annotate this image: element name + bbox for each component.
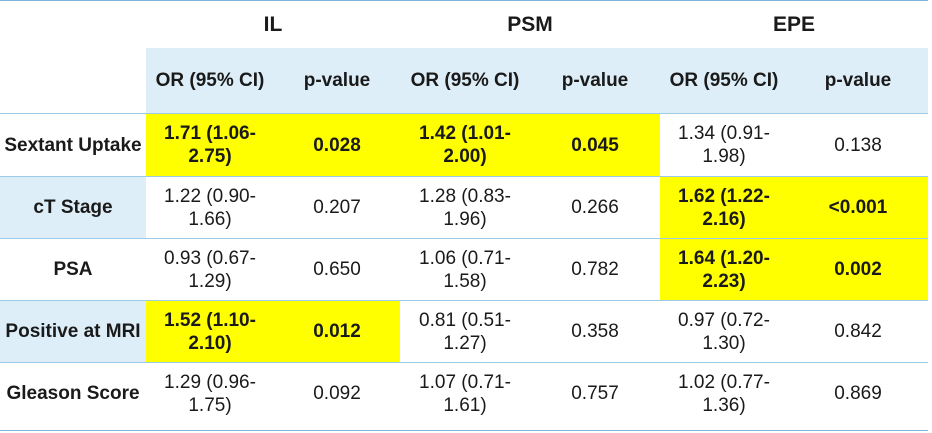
cell-sextant-il-or: 1.71 (1.06-2.75) [146,114,274,177]
cell-mri-psm-or: 0.81 (0.51-1.27) [400,301,530,363]
cell-gleason-il-p: 0.092 [313,383,361,404]
group-header-epe: EPE [772,13,816,36]
cell-psa-il-or: 0.93 (0.67-1.29) [146,239,274,301]
cell-psa-il-p: 0.650 [274,239,400,301]
subheader-psm-or: OR (95% CI) [400,48,530,114]
group-header-psm: PSM [507,13,553,36]
subheader-epe-p: p-value [788,48,928,114]
cell-psa-epe-or: 1.64 (1.20-2.23) [660,239,788,301]
cell-mri-epe-p: 0.842 [788,301,928,363]
cell-sextant-psm-p: 0.045 [530,114,660,177]
subheader-epe-or: OR (95% CI) [660,48,788,114]
cell-ctstage-psm-or: 1.28 (0.83-1.96) [400,177,530,239]
cell-gleason-epe-p: 0.869 [834,383,882,404]
row-label-psa: PSA [0,239,146,301]
cell-ctstage-epe-p: <0.001 [788,177,928,239]
cell-ctstage-il-or: 1.22 (0.90-1.66) [146,177,274,239]
subheader-psm-p: p-value [530,48,660,114]
cell-mri-il-or: 1.52 (1.10-2.10) [146,301,274,363]
cell-psa-psm-p: 0.782 [530,239,660,301]
cell-gleason-psm-or: 1.07 (0.71-1.61) [419,371,511,416]
row-label-ct-stage: cT Stage [0,177,146,239]
cell-sextant-il-p: 0.028 [274,114,400,177]
row-label-sextant-uptake: Sextant Uptake [0,114,146,177]
subheader-il-or: OR (95% CI) [146,48,274,114]
cell-sextant-epe-or: 1.34 (0.91-1.98) [660,114,788,177]
row-label-gleason-score: Gleason Score [0,363,146,424]
cell-ctstage-il-p: 0.207 [274,177,400,239]
subheader-blank [0,48,146,114]
group-header-il: IL [263,13,283,36]
cell-gleason-psm-p: 0.757 [571,383,619,404]
cell-psa-epe-p: 0.002 [788,239,928,301]
cell-gleason-epe-or: 1.02 (0.77-1.36) [678,371,770,416]
cell-psa-psm-or: 1.06 (0.71-1.58) [400,239,530,301]
cell-ctstage-epe-or: 1.62 (1.22-2.16) [660,177,788,239]
cell-gleason-il-or: 1.29 (0.96-1.75) [164,371,256,416]
cell-sextant-epe-p: 0.138 [788,114,928,177]
cell-mri-psm-p: 0.358 [530,301,660,363]
row-label-positive-at-mri: Positive at MRI [0,301,146,363]
corner-blank [0,1,146,48]
cell-sextant-psm-or: 1.42 (1.01-2.00) [400,114,530,177]
subheader-il-p: p-value [274,48,400,114]
cell-mri-il-p: 0.012 [274,301,400,363]
cell-mri-epe-or: 0.97 (0.72-1.30) [660,301,788,363]
cell-ctstage-psm-p: 0.266 [530,177,660,239]
